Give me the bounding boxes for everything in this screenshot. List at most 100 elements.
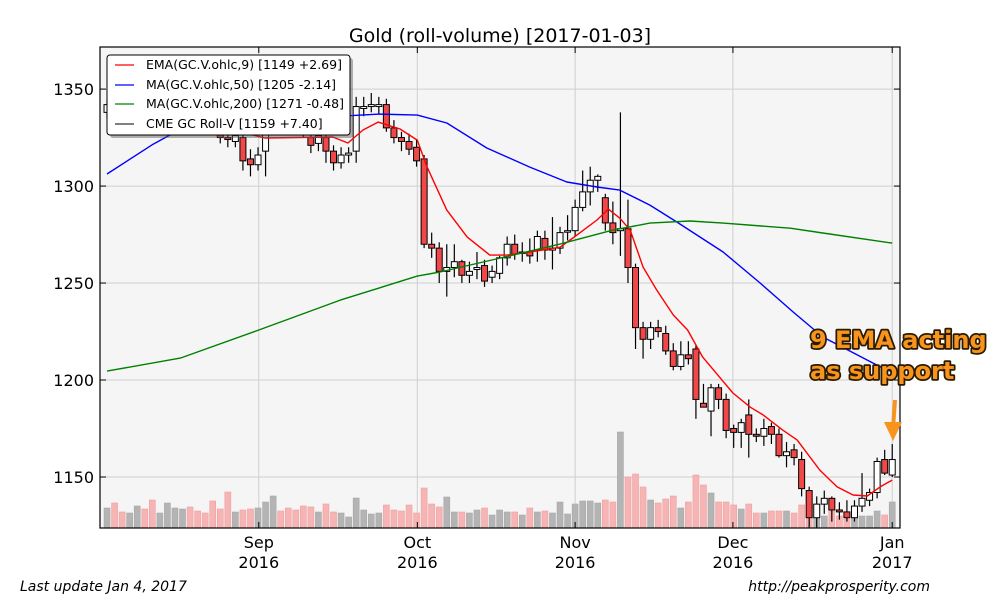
candle-body: [594, 175, 602, 181]
volume-bar: [518, 514, 526, 529]
volume-bar: [367, 513, 375, 529]
volume-bar: [292, 509, 300, 529]
candle-body: [843, 511, 851, 519]
candle-body: [654, 327, 662, 333]
volume-bar: [737, 508, 745, 529]
volume-bar: [126, 512, 133, 529]
volume-bar: [269, 495, 277, 529]
footer-url[interactable]: http://peakprosperity.com: [748, 579, 930, 595]
x-tick-year: 2016: [238, 553, 279, 572]
candle-body: [662, 332, 670, 352]
x-tick-month: Nov: [560, 533, 591, 552]
candle-body: [609, 222, 617, 234]
volume-bar: [209, 500, 217, 529]
legend-label-price: CME GC Roll-V [1159 +7.40]: [146, 116, 323, 131]
volume-bar: [753, 512, 760, 529]
volume-bar: [692, 474, 700, 529]
annotation-line-2: as support: [810, 357, 954, 385]
volume-bar: [526, 507, 534, 529]
candle-body: [382, 104, 390, 129]
volume-bar: [239, 509, 247, 529]
candle-body: [450, 261, 458, 269]
candle-body: [639, 327, 647, 340]
volume-bar: [858, 515, 866, 529]
candle-body: [428, 243, 436, 249]
legend-box: [106, 54, 351, 136]
candle-body: [752, 433, 760, 437]
volume-bar: [722, 501, 730, 529]
annotation: 9 EMA acting as support: [808, 324, 988, 441]
candle-body: [511, 243, 519, 255]
candle-body: [707, 387, 715, 412]
volume-bar: [216, 508, 224, 529]
volume-bar: [820, 515, 828, 529]
volume-bar: [790, 512, 798, 529]
footer-last-update: Last update Jan 4, 2017: [20, 579, 187, 595]
candle-body: [571, 206, 579, 232]
candle-body: [337, 154, 345, 164]
volume-bar: [488, 514, 496, 529]
line-ema-gc-v-ohlc-9-: [106, 111, 893, 497]
volume-bar: [307, 506, 315, 529]
candle-body: [397, 137, 405, 142]
volume-bar: [586, 500, 594, 529]
candle-body: [246, 158, 254, 166]
volume-bar: [594, 502, 602, 529]
candle-body: [405, 140, 413, 150]
candle-body: [481, 265, 489, 282]
y-tick-label: 1350: [53, 80, 94, 99]
candle-body: [805, 490, 813, 519]
volume-bar: [352, 497, 360, 529]
volume-bar: [715, 501, 722, 529]
volume-bar: [149, 499, 156, 529]
candle-body: [881, 459, 889, 474]
candle-body: [488, 270, 496, 278]
candle-body: [224, 137, 232, 141]
plot-frame: [99, 46, 901, 529]
volume-bar: [398, 510, 405, 529]
volume-bar: [768, 510, 775, 529]
volume-bar: [745, 503, 753, 529]
annotation-line-1: 9 EMA acting: [810, 326, 987, 354]
legend-label-ma50: MA(GC.V.ohlc,50) [1205 -2.14]: [146, 77, 336, 92]
volume-bar: [511, 511, 519, 529]
candle-body: [699, 402, 707, 408]
volume-bar: [617, 431, 624, 529]
legend: EMA(GC.V.ohlc,9) [1149 +2.69] MA(GC.V.oh…: [106, 54, 353, 138]
volume-bar: [556, 501, 564, 529]
candle-body: [624, 228, 632, 269]
volume-bar: [156, 512, 164, 529]
volume-bar: [315, 511, 322, 529]
volume-bar: [201, 512, 209, 529]
candle-body: [775, 433, 783, 457]
candle-body: [254, 154, 262, 166]
volume-bar: [186, 506, 194, 529]
volume-bar: [866, 515, 873, 529]
x-tick-year: 2016: [397, 553, 438, 572]
candle-body: [239, 137, 247, 162]
candle-body: [533, 235, 541, 251]
candle-body: [858, 497, 866, 507]
volume-bar: [798, 504, 805, 529]
candle-body: [556, 232, 564, 249]
chart-title: Gold (roll-volume) [2017-01-03]: [349, 25, 651, 47]
candle-body: [601, 197, 609, 224]
volume-bar: [451, 511, 458, 529]
volume-bar: [541, 510, 549, 529]
candle-body: [390, 127, 398, 139]
volume-bar: [360, 509, 368, 529]
volume-bar: [322, 503, 330, 529]
volume-bar: [775, 510, 783, 529]
volume-bar: [413, 512, 420, 529]
x-tick-year: 2017: [872, 553, 913, 572]
volume-bar: [118, 511, 126, 529]
candle-body: [737, 422, 745, 433]
y-tick-label: 1150: [53, 468, 94, 487]
x-tick-month: Jan: [879, 533, 905, 552]
volume-bar: [549, 512, 556, 529]
volume-bar: [783, 510, 790, 529]
volume-bar: [632, 473, 639, 529]
volume-bar: [435, 506, 443, 529]
volume-bar: [669, 495, 677, 529]
line-ma-gc-v-ohlc-200-: [106, 220, 893, 372]
